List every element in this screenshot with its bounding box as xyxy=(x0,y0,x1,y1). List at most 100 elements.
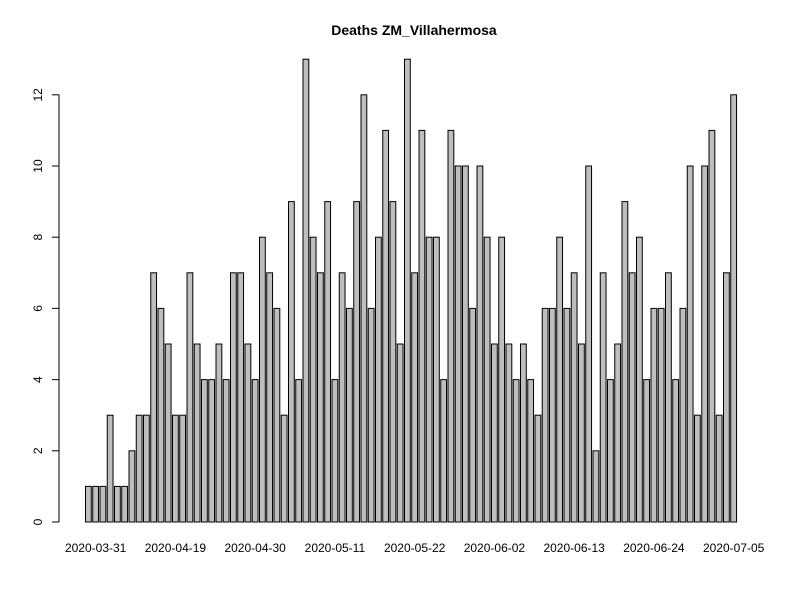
bar xyxy=(280,414,288,523)
bar xyxy=(469,307,477,523)
y-tick-label: 4 xyxy=(31,376,45,383)
bar xyxy=(411,272,419,523)
y-tick-label: 2 xyxy=(31,447,45,454)
bar xyxy=(230,272,237,523)
bar xyxy=(338,272,346,523)
bar xyxy=(302,58,310,523)
bar xyxy=(266,272,274,523)
bar xyxy=(360,94,368,523)
bar xyxy=(599,272,607,523)
y-axis: 0 2 4 6 8 10 12 xyxy=(31,88,60,525)
bar xyxy=(418,129,426,523)
bar xyxy=(215,343,223,523)
x-axis-labels: 2020-03-31 2020-04-19 2020-04-30 2020-05-11… xyxy=(65,541,765,555)
bar xyxy=(179,414,187,523)
bar xyxy=(607,379,614,523)
bar xyxy=(483,236,491,523)
bar xyxy=(628,272,636,523)
bar xyxy=(556,236,564,523)
x-tick-label: 2020-05-22 xyxy=(384,541,446,555)
bar xyxy=(193,343,201,523)
bar xyxy=(730,94,738,523)
bar xyxy=(520,343,527,523)
bar xyxy=(433,236,440,523)
bar xyxy=(237,272,245,523)
bar xyxy=(541,307,549,523)
bar xyxy=(636,236,643,523)
bar xyxy=(512,379,520,523)
bar xyxy=(331,379,339,523)
bar xyxy=(614,343,622,523)
x-tick-label: 2020-04-30 xyxy=(224,541,286,555)
bar xyxy=(273,307,281,523)
bar xyxy=(491,343,498,523)
bar xyxy=(665,272,672,523)
bar xyxy=(505,343,513,523)
x-tick-label: 2020-05-11 xyxy=(305,541,366,555)
bar xyxy=(440,379,448,523)
bar xyxy=(476,165,484,523)
y-tick-label: 12 xyxy=(31,88,45,102)
bars xyxy=(85,58,738,523)
bar xyxy=(643,379,651,523)
x-tick-label: 2020-03-31 xyxy=(65,541,127,555)
bar xyxy=(346,307,353,523)
bar xyxy=(99,485,107,523)
bar xyxy=(396,343,404,523)
bar xyxy=(592,450,600,523)
bar xyxy=(694,414,701,523)
x-tick-label: 2020-04-19 xyxy=(145,541,207,555)
bar xyxy=(135,414,143,523)
bar xyxy=(527,379,535,523)
bar xyxy=(208,379,216,523)
y-tick-label: 8 xyxy=(31,234,45,241)
bar xyxy=(251,379,259,523)
bar xyxy=(157,307,165,523)
bar xyxy=(106,414,114,523)
bar xyxy=(382,129,390,523)
bar xyxy=(708,129,716,523)
bar xyxy=(534,414,542,523)
bar xyxy=(454,165,462,523)
bar xyxy=(295,379,303,523)
chart-title: Deaths ZM_Villahermosa xyxy=(331,22,497,38)
bar xyxy=(222,379,230,523)
bar xyxy=(259,236,266,523)
bar xyxy=(150,272,158,523)
bar xyxy=(143,414,150,523)
bar xyxy=(389,201,397,523)
bar xyxy=(686,165,694,523)
y-tick-label: 0 xyxy=(31,518,45,525)
bar xyxy=(164,343,172,523)
bar xyxy=(288,201,295,523)
bar xyxy=(679,307,687,523)
bar xyxy=(367,307,375,523)
bar xyxy=(172,414,179,523)
bar xyxy=(549,307,556,523)
bar xyxy=(723,272,730,523)
bar xyxy=(128,450,136,523)
bar xyxy=(578,343,585,523)
bar xyxy=(672,379,680,523)
bar xyxy=(309,236,317,523)
bar xyxy=(92,485,100,523)
bar xyxy=(317,272,324,523)
y-tick-label: 6 xyxy=(31,305,45,312)
x-tick-label: 2020-07-05 xyxy=(703,541,765,555)
bar xyxy=(375,236,382,523)
bar xyxy=(715,414,723,523)
bar xyxy=(570,272,578,523)
x-tick-label: 2020-06-02 xyxy=(464,541,526,555)
x-tick-label: 2020-06-13 xyxy=(543,541,605,555)
bar xyxy=(201,379,208,523)
bar xyxy=(186,272,194,523)
bar xyxy=(425,236,433,523)
y-tick-label: 10 xyxy=(31,159,45,173)
bar xyxy=(701,165,709,523)
bar xyxy=(114,485,121,523)
bar xyxy=(85,485,92,523)
x-tick-label: 2020-06-24 xyxy=(623,541,685,555)
bar xyxy=(563,307,571,523)
bar xyxy=(462,165,469,523)
